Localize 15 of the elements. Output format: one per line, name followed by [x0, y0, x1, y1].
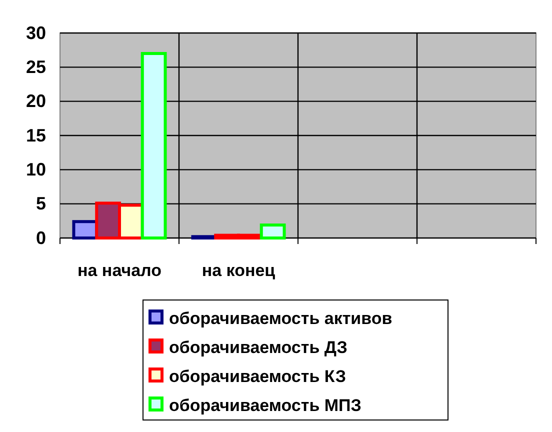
bar — [260, 224, 286, 240]
legend-label: оборачиваемость МПЗ — [169, 396, 362, 415]
bar — [140, 52, 167, 240]
legend-label: оборачиваемость КЗ — [169, 367, 346, 386]
y-tick-label: 10 — [26, 159, 46, 180]
y-tick-label: 20 — [26, 91, 46, 112]
legend-label: оборачиваемость ДЗ — [169, 338, 348, 357]
legend-label: оборачиваемость активов — [169, 309, 392, 328]
y-tick-label: 30 — [26, 22, 46, 43]
y-tick-label: 15 — [26, 125, 46, 146]
y-tick-label: 0 — [36, 228, 46, 248]
y-tick-label: 25 — [26, 56, 46, 77]
y-tick-label: 5 — [36, 194, 46, 214]
x-tick-label: на начало — [77, 261, 162, 280]
x-tick-label: на конец — [202, 261, 276, 280]
